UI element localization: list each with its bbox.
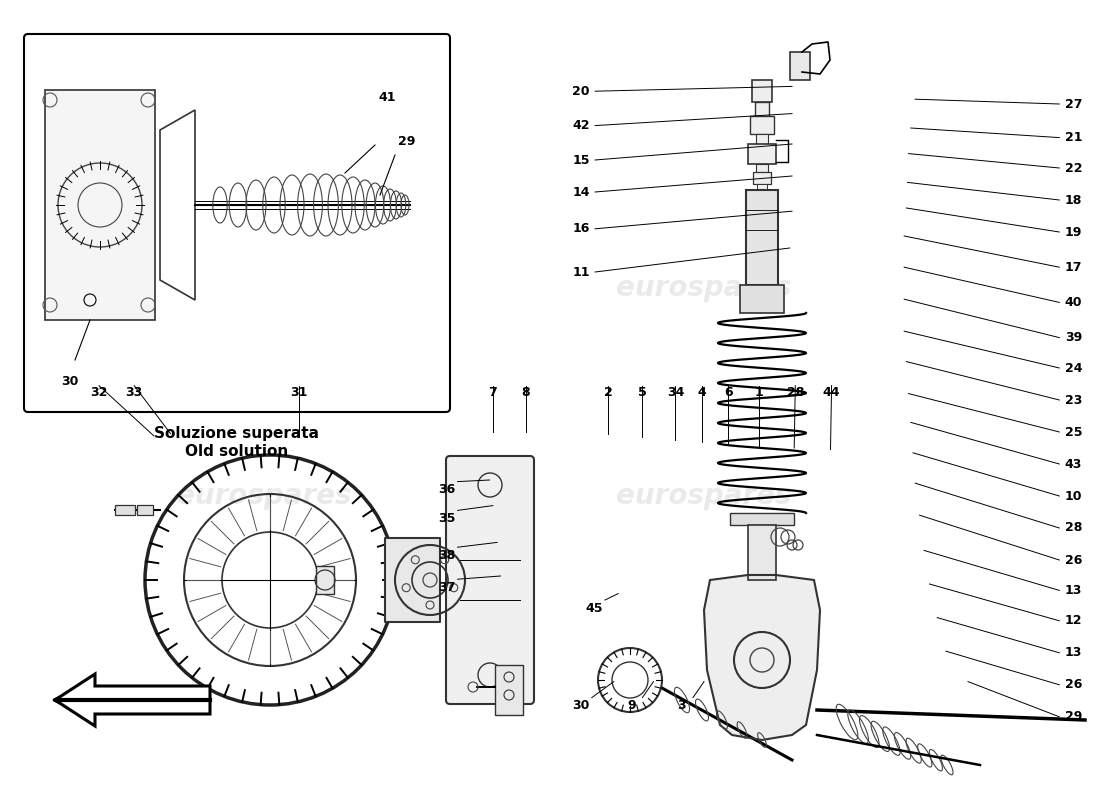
Bar xyxy=(756,164,768,172)
Text: 2: 2 xyxy=(604,386,613,398)
Text: 3: 3 xyxy=(678,699,686,712)
Text: 26: 26 xyxy=(1065,678,1082,691)
Text: 28: 28 xyxy=(1065,522,1082,534)
FancyBboxPatch shape xyxy=(24,34,450,412)
Text: 12: 12 xyxy=(1065,614,1082,627)
Text: 36: 36 xyxy=(438,483,455,496)
Bar xyxy=(754,172,771,184)
Text: Old solution: Old solution xyxy=(186,444,288,459)
Text: 18: 18 xyxy=(1065,194,1082,206)
Text: 11: 11 xyxy=(572,266,590,278)
Bar xyxy=(752,80,772,102)
Bar xyxy=(740,285,784,313)
Text: eurospares: eurospares xyxy=(176,482,352,510)
FancyArrow shape xyxy=(55,674,210,726)
Text: 26: 26 xyxy=(1065,554,1082,566)
Bar xyxy=(45,90,155,320)
Text: 28: 28 xyxy=(786,386,804,398)
Text: 4: 4 xyxy=(697,386,706,398)
Text: 22: 22 xyxy=(1065,162,1082,174)
Text: 27: 27 xyxy=(1065,98,1082,110)
Text: 17: 17 xyxy=(1065,261,1082,274)
Text: 30: 30 xyxy=(572,699,590,712)
Bar xyxy=(755,102,769,116)
Text: 32: 32 xyxy=(90,386,108,398)
Bar xyxy=(116,505,135,515)
Text: 9: 9 xyxy=(627,699,636,712)
Text: 33: 33 xyxy=(125,386,143,398)
Text: 40: 40 xyxy=(1065,296,1082,309)
Bar xyxy=(495,665,522,715)
Text: 29: 29 xyxy=(1065,710,1082,723)
Bar xyxy=(748,144,775,164)
Text: 7: 7 xyxy=(488,386,497,398)
Text: 42: 42 xyxy=(572,119,590,132)
Bar xyxy=(385,538,440,622)
Text: eurospares: eurospares xyxy=(616,274,792,302)
Text: 24: 24 xyxy=(1065,362,1082,374)
Text: 10: 10 xyxy=(1065,490,1082,502)
Text: 20: 20 xyxy=(572,85,590,98)
Bar xyxy=(138,505,153,515)
Text: 43: 43 xyxy=(1065,458,1082,470)
Text: 38: 38 xyxy=(438,549,455,562)
Text: 39: 39 xyxy=(1065,331,1082,344)
Text: eurospares: eurospares xyxy=(176,274,352,302)
Text: 44: 44 xyxy=(823,386,840,398)
Bar xyxy=(748,525,775,580)
Bar xyxy=(316,566,334,594)
Text: 16: 16 xyxy=(572,222,590,235)
Bar xyxy=(730,513,794,525)
Text: 19: 19 xyxy=(1065,226,1082,238)
Text: 30: 30 xyxy=(62,375,79,388)
Bar xyxy=(750,116,774,134)
Bar xyxy=(790,52,810,80)
Text: 31: 31 xyxy=(290,386,308,398)
Bar xyxy=(756,134,768,144)
Text: 8: 8 xyxy=(521,386,530,398)
Text: 35: 35 xyxy=(438,512,455,525)
Text: 5: 5 xyxy=(638,386,647,398)
Text: 41: 41 xyxy=(378,91,396,104)
Text: 45: 45 xyxy=(585,602,603,614)
Text: 29: 29 xyxy=(398,135,416,148)
Text: 13: 13 xyxy=(1065,584,1082,597)
Text: 6: 6 xyxy=(724,386,733,398)
Text: 25: 25 xyxy=(1065,426,1082,438)
Text: 37: 37 xyxy=(438,581,455,594)
Text: 13: 13 xyxy=(1065,646,1082,659)
Text: 15: 15 xyxy=(572,154,590,166)
Polygon shape xyxy=(704,575,820,740)
FancyBboxPatch shape xyxy=(446,456,534,704)
Bar xyxy=(746,190,778,285)
Text: 14: 14 xyxy=(572,186,590,198)
Text: 21: 21 xyxy=(1065,131,1082,144)
Text: eurospares: eurospares xyxy=(616,482,792,510)
Text: 34: 34 xyxy=(667,386,684,398)
Text: Soluzione superata: Soluzione superata xyxy=(154,426,319,441)
Text: 23: 23 xyxy=(1065,394,1082,406)
Text: 1: 1 xyxy=(755,386,763,398)
Bar xyxy=(757,184,767,190)
